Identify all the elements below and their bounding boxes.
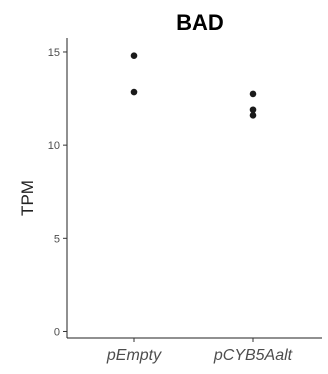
data-point	[130, 52, 138, 60]
data-point	[249, 106, 257, 114]
y-tick-label: 0	[54, 326, 60, 338]
data-point	[249, 90, 257, 98]
data-points	[130, 52, 257, 119]
y-tick-label: 10	[48, 140, 60, 152]
chart-title: BAD	[176, 10, 224, 35]
x-tick-label: pCYB5Aalt	[213, 347, 293, 364]
x-axis-ticks: pEmpty pCYB5Aalt	[106, 338, 293, 364]
y-axis-label: TPM	[18, 180, 37, 216]
y-tick-label: 5	[54, 233, 60, 245]
y-tick-label: 15	[48, 47, 60, 59]
data-point	[130, 88, 138, 96]
x-tick-label: pEmpty	[106, 347, 162, 364]
y-axis-ticks: 0 5 10 15	[48, 47, 67, 338]
data-point	[249, 112, 257, 119]
